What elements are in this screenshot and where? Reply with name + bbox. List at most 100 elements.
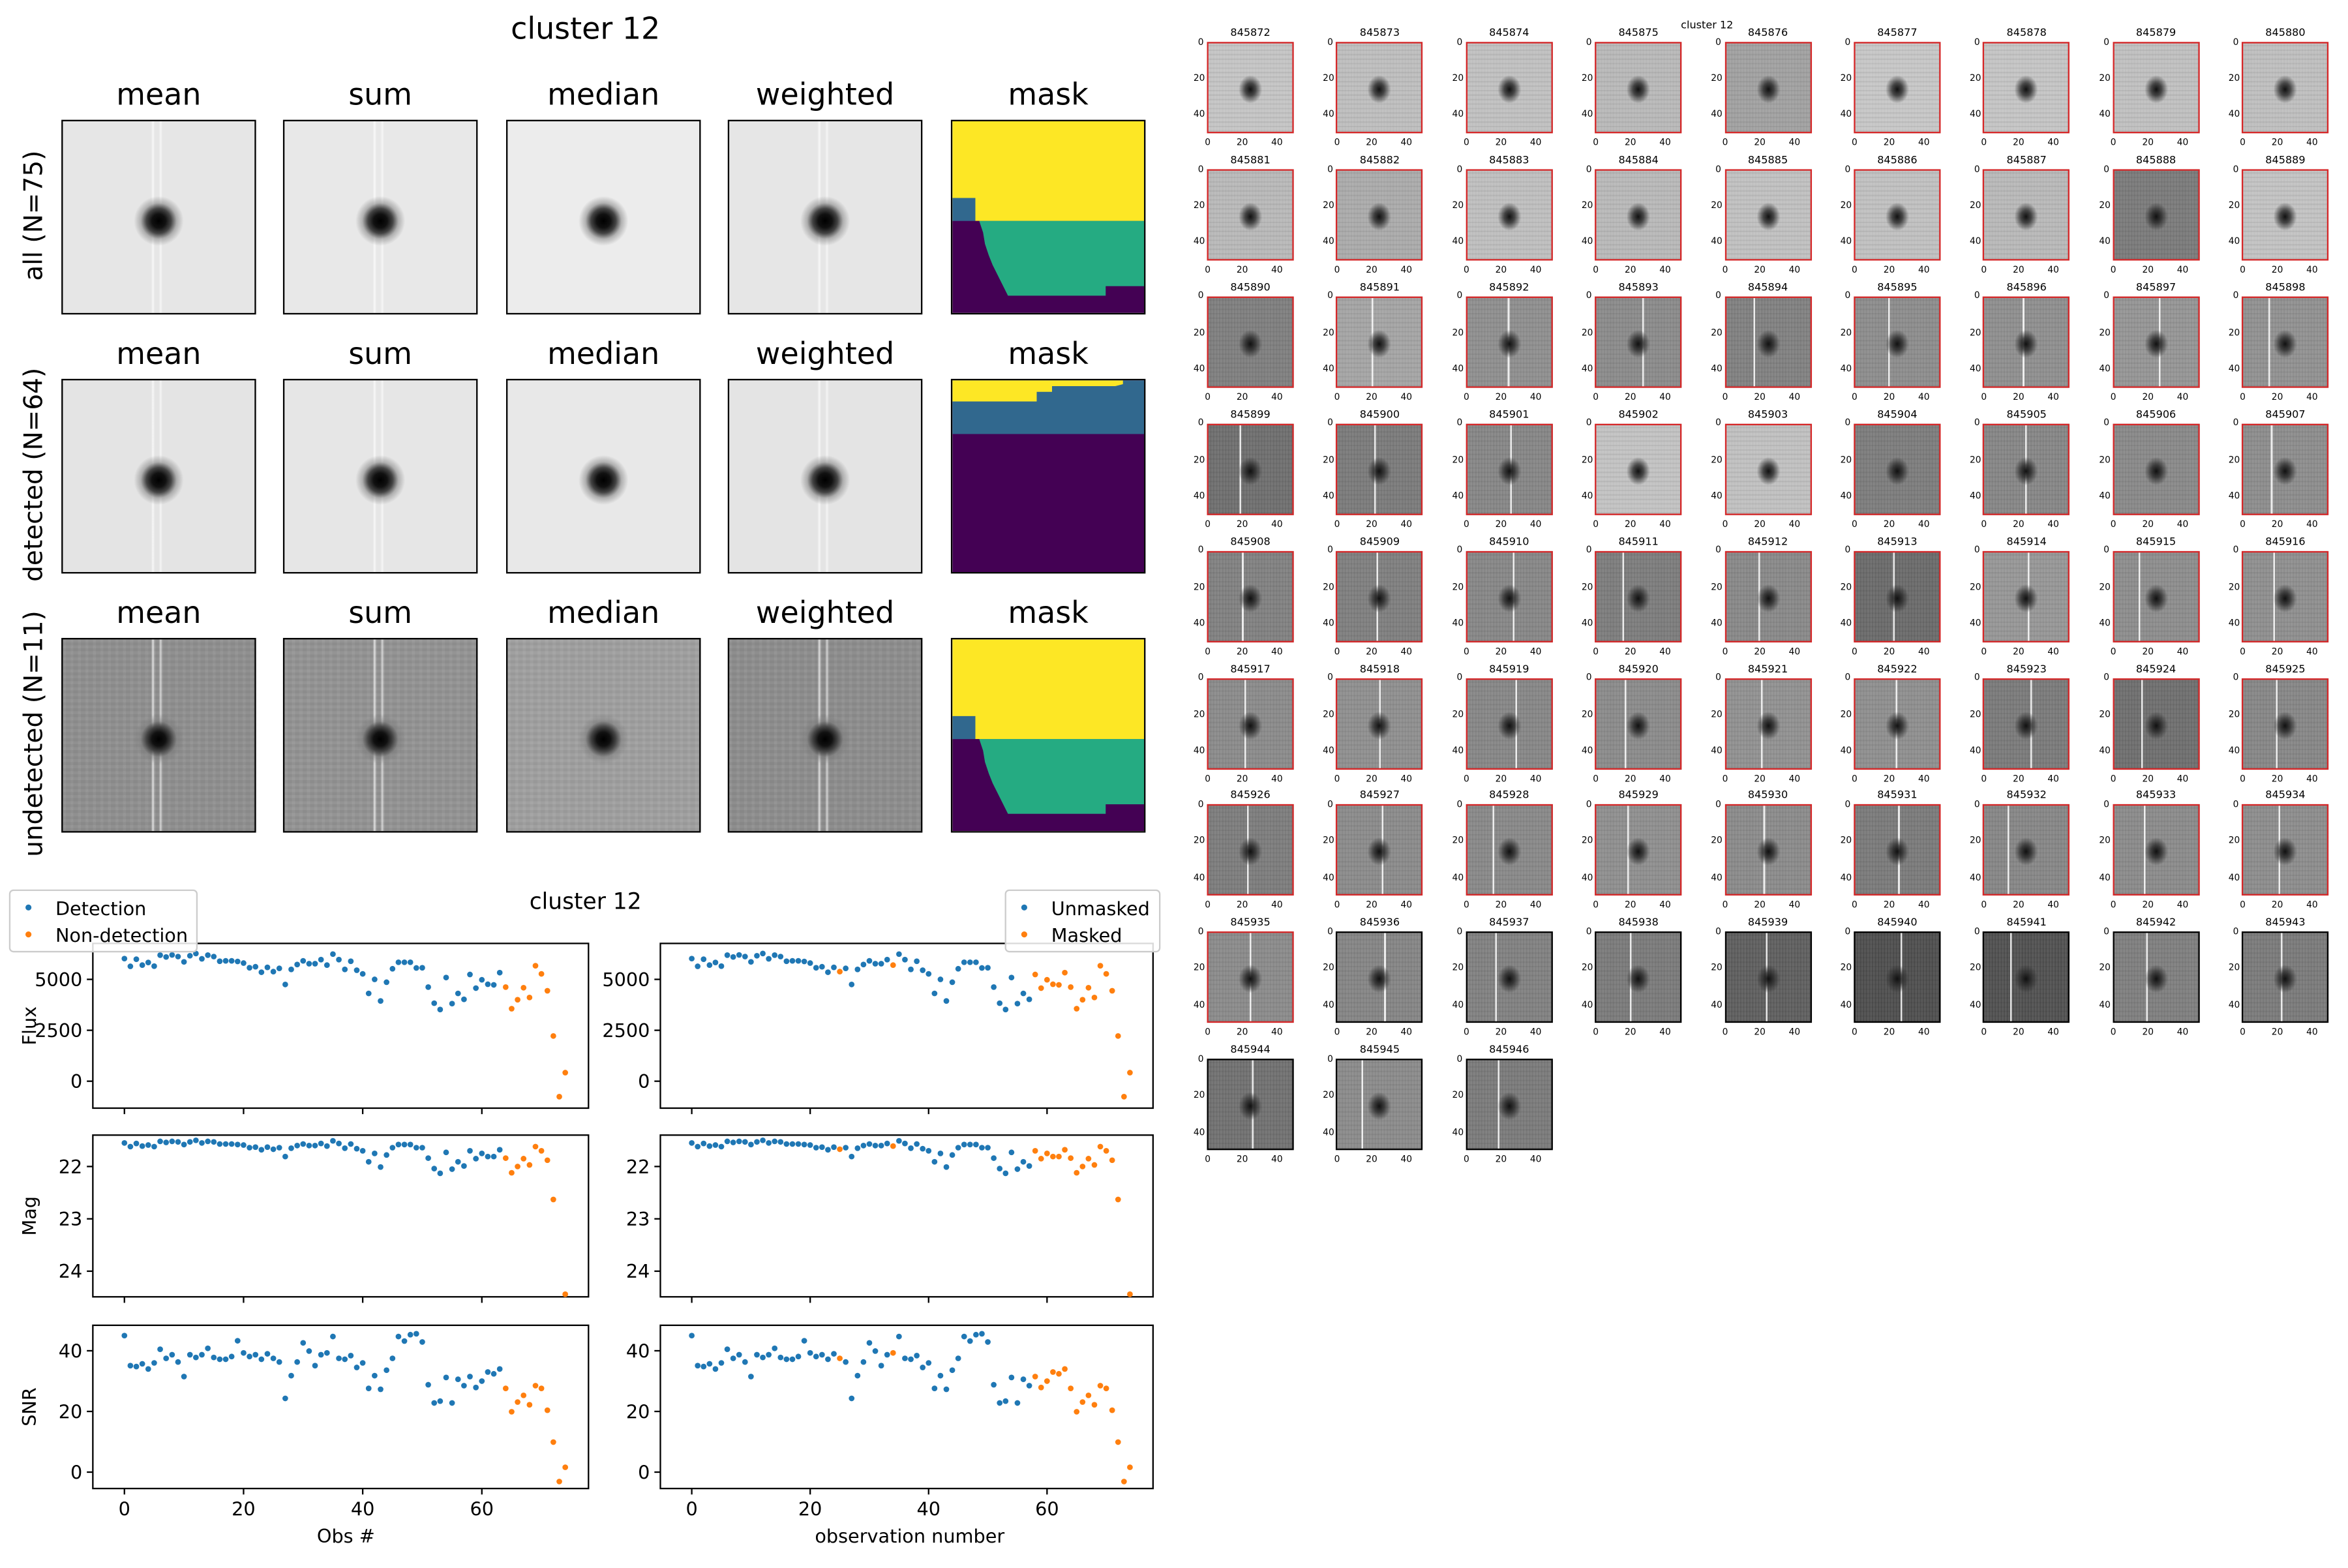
- data-point: [258, 1356, 265, 1363]
- data-point: [496, 969, 503, 976]
- thumbnail-title: 845898: [2265, 281, 2306, 294]
- thumbnail-y-tick: 20: [1193, 963, 1205, 974]
- thumbnail-x-tick: 40: [1659, 900, 1671, 911]
- thumbnail-y-tick: 40: [2099, 364, 2111, 375]
- thumbnail-x-tick: 0: [1981, 519, 1987, 530]
- thumbnail-image: [1207, 296, 1294, 388]
- legend-label: Unmasked: [1051, 896, 1150, 919]
- x-tick-label: 40: [917, 1498, 941, 1520]
- thumbnail-y-tick: 20: [1452, 836, 1464, 847]
- data-point: [979, 1331, 985, 1337]
- thumbnail-x-tick: 20: [2013, 519, 2024, 530]
- thumbnail-y-tick: 40: [1193, 999, 1205, 1011]
- thumbnail-x-tick: 40: [1788, 900, 1801, 911]
- data-point: [306, 1142, 312, 1149]
- thumbnail-image: [1207, 42, 1294, 134]
- data-point: [908, 1145, 914, 1151]
- y-tick-label: 22: [59, 1156, 83, 1178]
- thumbnail-y-tick: 40: [2099, 237, 2111, 248]
- thumbnail-image: [1983, 677, 2070, 769]
- data-point: [742, 1139, 748, 1145]
- thumbnail-title: 845895: [1877, 281, 1918, 294]
- data-point: [384, 1152, 390, 1158]
- thumbnail-image: [1595, 423, 1682, 515]
- data-point: [365, 1158, 372, 1165]
- data-point: [902, 1140, 908, 1147]
- data-point: [766, 1351, 772, 1358]
- thumbnail-image: [1724, 296, 1812, 388]
- thumbnail-x-tick: 40: [1918, 265, 1930, 276]
- thumbnail-y-tick: 20: [1323, 1090, 1334, 1101]
- thumbnail-title: 845908: [1230, 535, 1271, 548]
- thumbnail-x-tick: 0: [1334, 138, 1340, 149]
- thumbnail-y-tick: 20: [1970, 582, 1981, 593]
- thumbnail-x-tick: 20: [1236, 138, 1248, 149]
- thumbnail-y-tick: 0: [1456, 1053, 1463, 1064]
- thumbnail-title: 845907: [2265, 408, 2306, 421]
- thumbnail-x-tick: 20: [1624, 519, 1636, 530]
- thumbnail-image: [1336, 296, 1424, 388]
- thumbnail-title: 845910: [1489, 535, 1529, 548]
- thumbnail-y-tick: 0: [1197, 545, 1204, 556]
- thumbnail-x-tick: 20: [1495, 392, 1507, 403]
- thumbnail-x-tick: 40: [1788, 519, 1801, 530]
- thumbnail-x-tick: 40: [2047, 392, 2059, 403]
- thumbnail-y-tick: 20: [1452, 709, 1464, 720]
- column-title-sum: sum: [348, 76, 413, 113]
- legend-label: Masked: [1051, 923, 1122, 946]
- data-point: [520, 1156, 527, 1162]
- thumbnail-y-tick: 0: [1327, 545, 1333, 556]
- data-point: [1097, 1383, 1104, 1389]
- mean-stack-image: [61, 119, 256, 315]
- thumbnail-y-tick: 0: [2233, 37, 2239, 48]
- data-point: [485, 1369, 491, 1375]
- thumbnail-x-tick: 20: [2013, 138, 2024, 149]
- data-point: [133, 956, 140, 962]
- y-tick-label: 0: [638, 1461, 650, 1483]
- data-point: [700, 1140, 707, 1147]
- data-point: [730, 1139, 736, 1145]
- thumbnail-image: [2113, 677, 2200, 769]
- data-point: [736, 1138, 742, 1145]
- thumbnail-x-tick: 40: [1529, 519, 1542, 530]
- data-point: [837, 1355, 843, 1361]
- data-point: [562, 1070, 569, 1076]
- thumbnail-y-tick: 20: [2099, 963, 2111, 974]
- thumbnail-x-tick: 20: [2013, 900, 2024, 911]
- data-point: [276, 1359, 282, 1365]
- thumbnail-x-tick: 0: [1593, 1027, 1599, 1038]
- data-point: [538, 1385, 545, 1391]
- data-point: [1097, 963, 1104, 969]
- data-point: [1127, 1070, 1133, 1076]
- thumbnail-x-tick: 20: [1495, 900, 1507, 911]
- data-point: [973, 1331, 979, 1338]
- data-point: [526, 1162, 533, 1168]
- thumbnail-y-tick: 40: [1840, 110, 1852, 121]
- thumbnail-y-tick: 40: [1970, 491, 1981, 502]
- thumbnail-title: 845936: [1359, 916, 1400, 929]
- thumbnail-x-tick: 40: [2176, 1027, 2189, 1038]
- thumbnail-y-tick: 40: [2099, 746, 2111, 757]
- data-point: [914, 1141, 920, 1147]
- data-point: [431, 1000, 438, 1006]
- data-point: [515, 1164, 520, 1169]
- data-point: [151, 1143, 157, 1150]
- thumbnail-y-tick: 40: [1193, 237, 1205, 248]
- data-point: [872, 961, 879, 967]
- thumbnail-y-tick: 0: [1456, 545, 1463, 556]
- thumbnail-y-tick: 40: [1193, 746, 1205, 757]
- data-point: [330, 1138, 336, 1144]
- data-point: [515, 997, 520, 1003]
- y-tick-label: 23: [626, 1208, 650, 1230]
- thumbnail-y-tick: 20: [2228, 73, 2240, 84]
- median-stack-image: [506, 119, 701, 315]
- thumbnail-x-tick: 40: [1918, 773, 1930, 784]
- scatter-panel-flux-right: 0 2500 5000: [602, 942, 1154, 1115]
- data-point: [336, 1140, 342, 1147]
- y-tick-label: 5000: [602, 969, 650, 991]
- data-point: [955, 1145, 961, 1151]
- data-point: [914, 958, 920, 965]
- weighted-stack-image: [727, 638, 923, 833]
- data-point: [1091, 994, 1098, 1001]
- data-point: [1014, 1400, 1021, 1406]
